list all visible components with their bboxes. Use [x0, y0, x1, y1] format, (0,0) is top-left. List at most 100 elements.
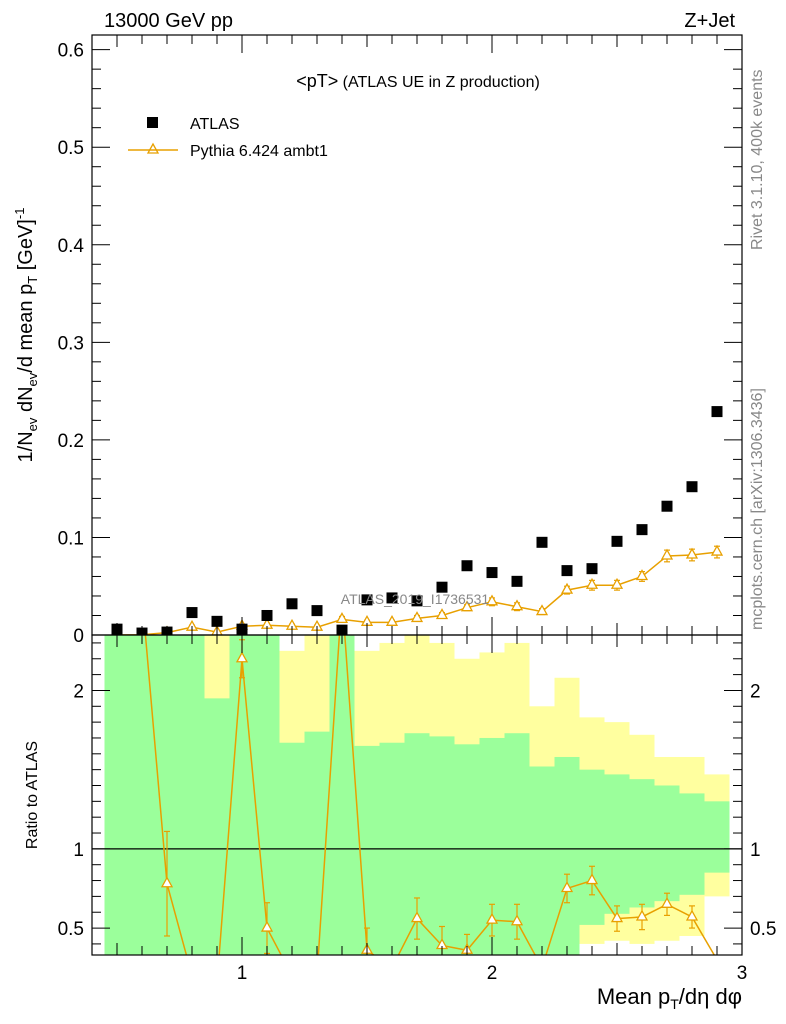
ratio-point-pythia: [410, 911, 424, 923]
point-pythia: [635, 569, 649, 581]
band-green: [329, 635, 355, 955]
point-pythia: [535, 604, 549, 616]
band-green: [129, 635, 155, 955]
ytick-label-main: 0.6: [58, 41, 84, 62]
ratio-panel: [92, 635, 742, 955]
point-pythia: [710, 544, 724, 556]
ratio-point-pythia: [635, 909, 649, 921]
xtick-label: 2: [487, 963, 498, 984]
y-axis-label-ratio: Ratio to ATLAS: [24, 741, 41, 849]
band-green: [704, 801, 730, 873]
ytick-label-ratio: 1: [73, 840, 84, 861]
point-pythia: [410, 611, 424, 623]
point-pythia: [610, 577, 624, 589]
point-atlas: [286, 598, 298, 610]
watermark: ATLAS_2019_I1736531: [341, 591, 490, 607]
point-atlas: [411, 595, 423, 607]
ytick-label-ratio-right: 1: [750, 840, 761, 861]
point-pythia: [485, 594, 499, 606]
point-atlas: [436, 581, 448, 593]
point-atlas: [711, 406, 723, 418]
point-atlas: [361, 594, 373, 606]
xtick-label: 1: [237, 963, 248, 984]
ratio-point-pythia: [610, 911, 624, 923]
header-left: 13000 GeV pp: [104, 10, 233, 32]
band-green: [604, 774, 630, 914]
ytick-label-main: 0.1: [58, 528, 84, 549]
point-atlas: [211, 615, 223, 627]
point-pythia: [460, 600, 474, 612]
ratio-point-pythia: [510, 914, 524, 926]
plot-title: <pT> (ATLAS UE in Z production): [296, 71, 540, 91]
point-pythia: [510, 599, 524, 611]
point-pythia: [435, 608, 449, 620]
ytick-label-ratio-right: 2: [750, 681, 761, 702]
point-atlas: [486, 567, 498, 579]
point-atlas: [686, 481, 698, 493]
band-green: [429, 736, 455, 955]
point-atlas: [186, 607, 198, 619]
point-atlas: [561, 565, 573, 577]
ytick-label-ratio: 2: [73, 681, 84, 702]
band-green: [179, 635, 205, 955]
ratio-point-pythia: [660, 896, 674, 908]
point-atlas: [536, 536, 548, 548]
ytick-label-ratio: 0.5: [58, 919, 84, 940]
band-green: [454, 744, 480, 955]
header-right: Z+Jet: [684, 10, 735, 32]
point-pythia: [585, 577, 599, 589]
ytick-label-main: 0.3: [58, 333, 84, 354]
band-green: [579, 769, 605, 925]
point-pythia: [335, 612, 349, 624]
band-green: [204, 698, 230, 955]
ytick-label-main: 0: [73, 626, 84, 647]
ytick-label-main: 0.2: [58, 431, 84, 452]
band-green: [229, 635, 255, 955]
point-atlas: [461, 560, 473, 572]
ratio-point-pythia: [560, 881, 574, 893]
ratio-point-pythia: [235, 651, 249, 663]
band-green: [679, 793, 705, 895]
point-atlas: [511, 575, 523, 587]
ratio-point-pythia: [685, 909, 699, 921]
x-axis-label: Mean pT/dη dφ: [597, 984, 742, 1012]
point-atlas: [636, 524, 648, 536]
ratio-bands: [104, 635, 730, 955]
side-label-mcplots: mcplots.cern.ch [arXiv:1306.3436]: [749, 388, 766, 630]
legend-marker-pythia: [146, 142, 160, 154]
band-green: [254, 635, 280, 955]
point-atlas: [311, 605, 323, 617]
point-pythia: [685, 547, 699, 559]
ratio-point-pythia: [260, 920, 274, 932]
ytick-label-ratio-right: 0.5: [750, 919, 776, 940]
band-green: [104, 635, 130, 955]
ytick-label-main: 0.4: [58, 236, 85, 257]
band-green: [554, 756, 580, 955]
y-axis-label-main: 1/Nev dNev/d mean pT [GeV]-1: [12, 208, 40, 463]
point-pythia: [560, 582, 574, 594]
point-atlas: [661, 500, 673, 512]
side-label-rivet: Rivet 3.1.10, 400k events: [749, 69, 766, 250]
band-green: [529, 766, 555, 955]
xtick-label: 3: [737, 963, 748, 984]
band-green: [654, 785, 680, 902]
ytick-label-main: 0.5: [58, 138, 84, 159]
band-green: [354, 745, 380, 955]
legend-label-pythia: Pythia 6.424 ambt1: [190, 143, 328, 160]
point-atlas: [386, 592, 398, 604]
point-pythia: [660, 548, 674, 560]
point-atlas: [586, 563, 598, 575]
point-atlas: [261, 609, 273, 621]
axes: 0 0.1 0.2 0.3 0.4 0.5 0.6 0.5 0.5 1 1 2 2 1 2 3: [58, 34, 776, 984]
ratio-point-pythia: [485, 912, 499, 924]
band-green: [629, 779, 655, 908]
legend: ATLAS Pythia 6.424 ambt1: [128, 116, 328, 160]
ratio-line-pythia: [144, 635, 716, 955]
point-pythia: [385, 614, 399, 626]
ratio-point-pythia: [585, 873, 599, 885]
legend-label-atlas: ATLAS: [190, 116, 240, 133]
ratio-point-pythia: [160, 876, 174, 888]
point-atlas: [611, 535, 623, 547]
legend-marker-atlas: [147, 117, 158, 128]
